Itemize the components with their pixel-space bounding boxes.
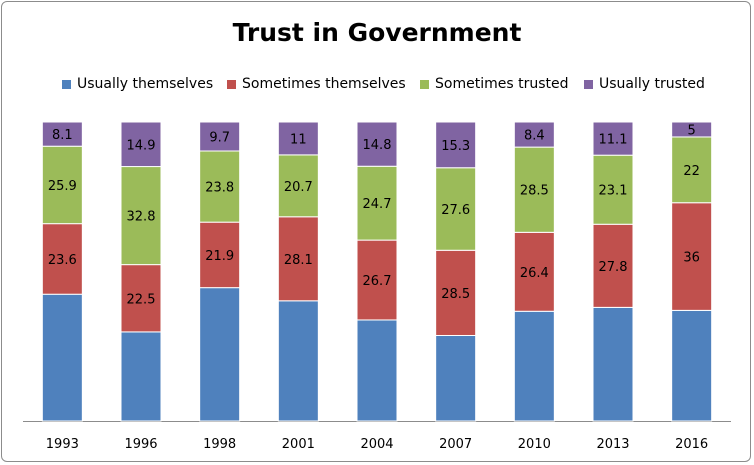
bar-value-label: 22 [683,164,700,179]
bar-value-label: 25.9 [48,179,77,194]
bar-segment [120,121,162,168]
bar-segment [199,121,241,152]
legend-swatch [584,79,593,89]
bar-segment [356,239,398,321]
x-tick-label: 2007 [439,437,472,452]
x-tick-label: 2013 [596,437,629,452]
bar-value-label: 11 [290,132,307,147]
bar-segment [356,121,398,167]
bar-value-label: 15.3 [441,139,470,154]
legend-label: Sometimes trusted [435,76,569,92]
legend-label: Sometimes themselves [242,76,406,92]
bar-segment [277,121,319,156]
bar-value-label: 9.7 [209,131,230,146]
bar-value-label: 27.6 [441,203,470,218]
bar-segment [592,223,634,308]
bar-value-label: 5 [688,123,696,138]
legend-item-usually-trusted: Usually trusted [584,76,705,92]
bar-segment [356,319,398,422]
bar-value-label: 23.1 [599,184,628,199]
bar-value-label: 21.9 [205,249,234,264]
bar-segment [513,310,555,422]
x-tick-label: 1996 [124,437,157,452]
bar-value-label: 11.1 [599,133,628,148]
bar-segment [199,287,241,422]
bar-value-label: 28.5 [520,184,549,199]
bar-value-label: 26.7 [363,274,392,289]
bar-segment [435,249,477,336]
bar-value-label: 14.9 [127,138,156,153]
bar-segment [41,121,83,147]
bar-segment [41,293,83,422]
bar-segment [199,221,241,289]
bar-segment [277,154,319,218]
x-tick-label: 2016 [675,437,708,452]
x-tick-label: 1993 [46,437,79,452]
bar-value-label: 20.7 [284,180,313,195]
legend-label: Usually themselves [77,76,214,92]
bar-value-label: 14.8 [363,138,392,153]
legend-swatch [62,79,71,89]
bar-value-label: 32.8 [127,210,156,225]
legend: Usually themselves Sometimes themselves … [0,76,754,96]
chart-title: Trust in Government [232,18,522,47]
bar-value-label: 8.4 [524,129,545,144]
bar-segment [513,121,555,148]
bar-segment [671,202,713,311]
bar-segment [120,166,162,266]
legend-swatch [420,79,429,89]
bar-segment [277,216,319,302]
legend-swatch [227,79,236,89]
bar-value-label: 26.4 [520,266,549,281]
bar-value-label: 28.5 [441,287,470,302]
legend-item-usually-themselves: Usually themselves [62,76,213,92]
bar-value-label: 23.8 [205,181,234,196]
bar-segment [120,331,162,422]
bar-segment [671,309,713,422]
bar-value-label: 8.1 [52,128,73,143]
bar-segment [671,136,713,204]
bar-segment [592,154,634,225]
bar-value-label: 22.5 [127,292,156,307]
bar-segment [592,121,634,156]
legend-item-sometimes-trusted: Sometimes trusted [420,76,568,92]
x-tick-label: 2004 [360,437,393,452]
bar-segment [435,121,477,169]
bar-value-label: 27.8 [599,260,628,275]
bar-value-label: 36 [683,251,700,266]
legend-item-sometimes-themselves: Sometimes themselves [227,76,406,92]
bar-segment [671,121,713,138]
bar-value-label: 24.7 [363,197,392,212]
bar-segment [277,300,319,422]
bar-segment [513,146,555,233]
x-tick-label: 2001 [282,437,315,452]
legend-label: Usually trusted [599,76,705,92]
bar-segment [435,167,477,251]
bar-value-label: 28.1 [284,253,313,268]
bar-segment [120,264,162,333]
bar-segment [435,334,477,422]
bar-segment [592,306,634,422]
bar-value-label: 23.6 [48,253,77,268]
x-tick-label: 1998 [203,437,236,452]
bar-segment [356,165,398,241]
x-tick-label: 2010 [518,437,551,452]
